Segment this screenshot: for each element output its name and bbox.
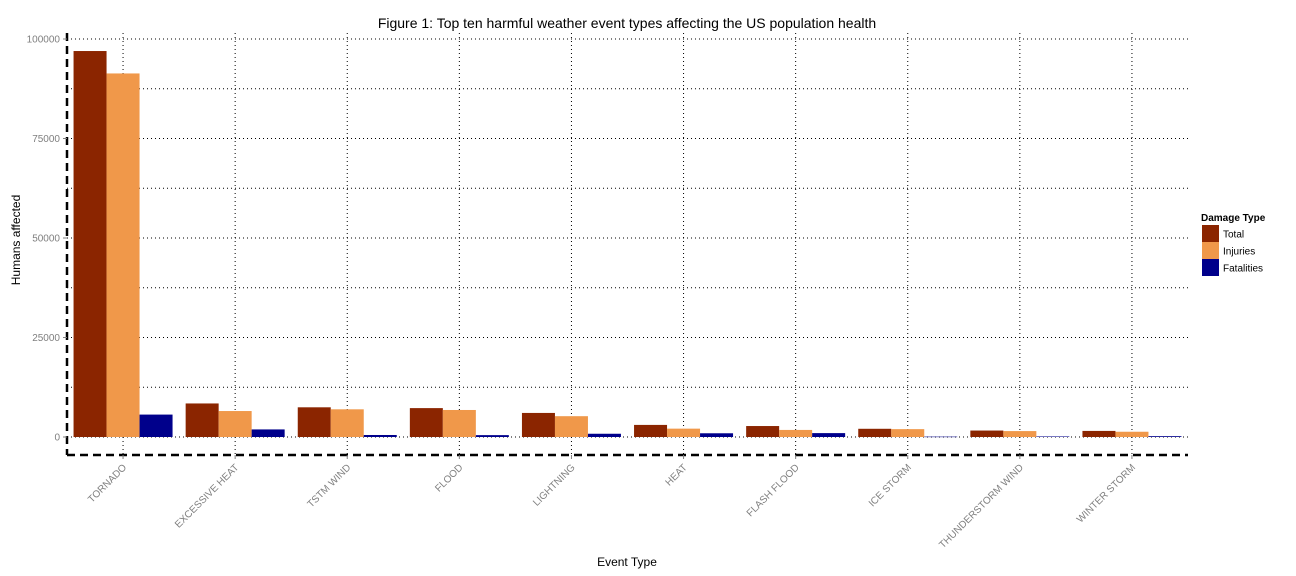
x-tick-label-ice-storm: ICE STORM <box>867 462 914 509</box>
bar-ice-storm-injuries <box>891 429 925 437</box>
bar-lightning-fatalities <box>587 433 621 437</box>
x-tick-label-thunderstorm-wind: THUNDERSTORM WIND <box>937 462 1026 551</box>
bar-winter-storm-fatalities <box>1148 436 1182 437</box>
x-tick-label-tstm-wind: TSTM WIND <box>306 462 354 510</box>
x-tick-label-tornado: TORNADO <box>86 462 129 505</box>
y-tick-labels: 0 25000 50000 75000 100000 <box>27 35 67 444</box>
bar-winter-storm-total <box>1082 430 1116 437</box>
bar-lightning-total <box>521 412 555 437</box>
bar-ice-storm-fatalities <box>924 436 958 438</box>
bar-flash-flood-fatalities <box>812 433 846 437</box>
bar-excessive-heat-fatalities <box>251 429 285 437</box>
bar-heat-total <box>634 424 668 437</box>
bar-tstm-wind-fatalities <box>363 434 397 437</box>
x-tick-label-winter-storm: WINTER STORM <box>1075 462 1138 525</box>
bar-ice-storm-total <box>858 428 892 437</box>
y-axis-title: Humans affected <box>9 195 23 286</box>
bar-tornado-fatalities <box>139 414 173 437</box>
y-tick-label: 0 <box>54 433 60 444</box>
bar-heat-injuries <box>667 428 701 437</box>
bar-flood-fatalities <box>475 435 509 437</box>
legend-swatch-injuries <box>1202 242 1219 259</box>
bar-tstm-wind-injuries <box>330 409 364 437</box>
bar-flood-total <box>409 408 443 437</box>
bar-flood-injuries <box>442 409 476 437</box>
bar-heat-fatalities <box>700 433 734 437</box>
chart-title: Figure 1: Top ten harmful weather event … <box>378 15 876 31</box>
bar-flash-flood-injuries <box>779 429 813 437</box>
bars <box>73 51 1182 438</box>
axes <box>65 33 1188 457</box>
x-tick-labels: TORNADO EXCESSIVE HEAT TSTM WIND FLOOD LIGHT… <box>86 455 1138 551</box>
x-tick-label-flood: FLOOD <box>433 462 465 494</box>
legend-title: Damage Type <box>1201 213 1266 224</box>
bar-winter-storm-injuries <box>1115 431 1149 437</box>
y-tick-label: 50000 <box>32 234 60 245</box>
bar-thunderstorm-wind-fatalities <box>1036 436 1070 437</box>
x-tick-label-flash-flood: FLASH FLOOD <box>745 462 802 519</box>
legend: Damage Type Total Injuries Fatalities <box>1201 213 1266 276</box>
bar-excessive-heat-injuries <box>218 411 252 437</box>
legend-label-total: Total <box>1223 230 1244 241</box>
bar-tstm-wind-total <box>297 407 331 437</box>
y-tick-label: 100000 <box>27 35 61 46</box>
bar-flash-flood-total <box>746 426 780 437</box>
bar-thunderstorm-wind-total <box>970 430 1004 437</box>
bar-lightning-injuries <box>554 416 588 437</box>
legend-swatch-fatalities <box>1202 259 1219 276</box>
bar-tornado-injuries <box>106 73 140 437</box>
legend-swatch-total <box>1202 225 1219 242</box>
legend-label-fatalities: Fatalities <box>1223 264 1263 275</box>
x-tick-label-excessive-heat: EXCESSIVE HEAT <box>173 462 241 530</box>
x-tick-label-heat: HEAT <box>664 462 690 488</box>
y-tick-label: 75000 <box>32 134 60 145</box>
x-tick-label-lightning: LIGHTNING <box>531 462 577 508</box>
legend-label-injuries: Injuries <box>1223 247 1255 258</box>
x-axis-title: Event Type <box>597 555 657 569</box>
bar-thunderstorm-wind-injuries <box>1003 431 1037 437</box>
bar-tornado-total <box>73 51 107 437</box>
bar-excessive-heat-total <box>185 403 219 437</box>
gridlines <box>67 33 1188 455</box>
y-tick-label: 25000 <box>32 333 60 344</box>
